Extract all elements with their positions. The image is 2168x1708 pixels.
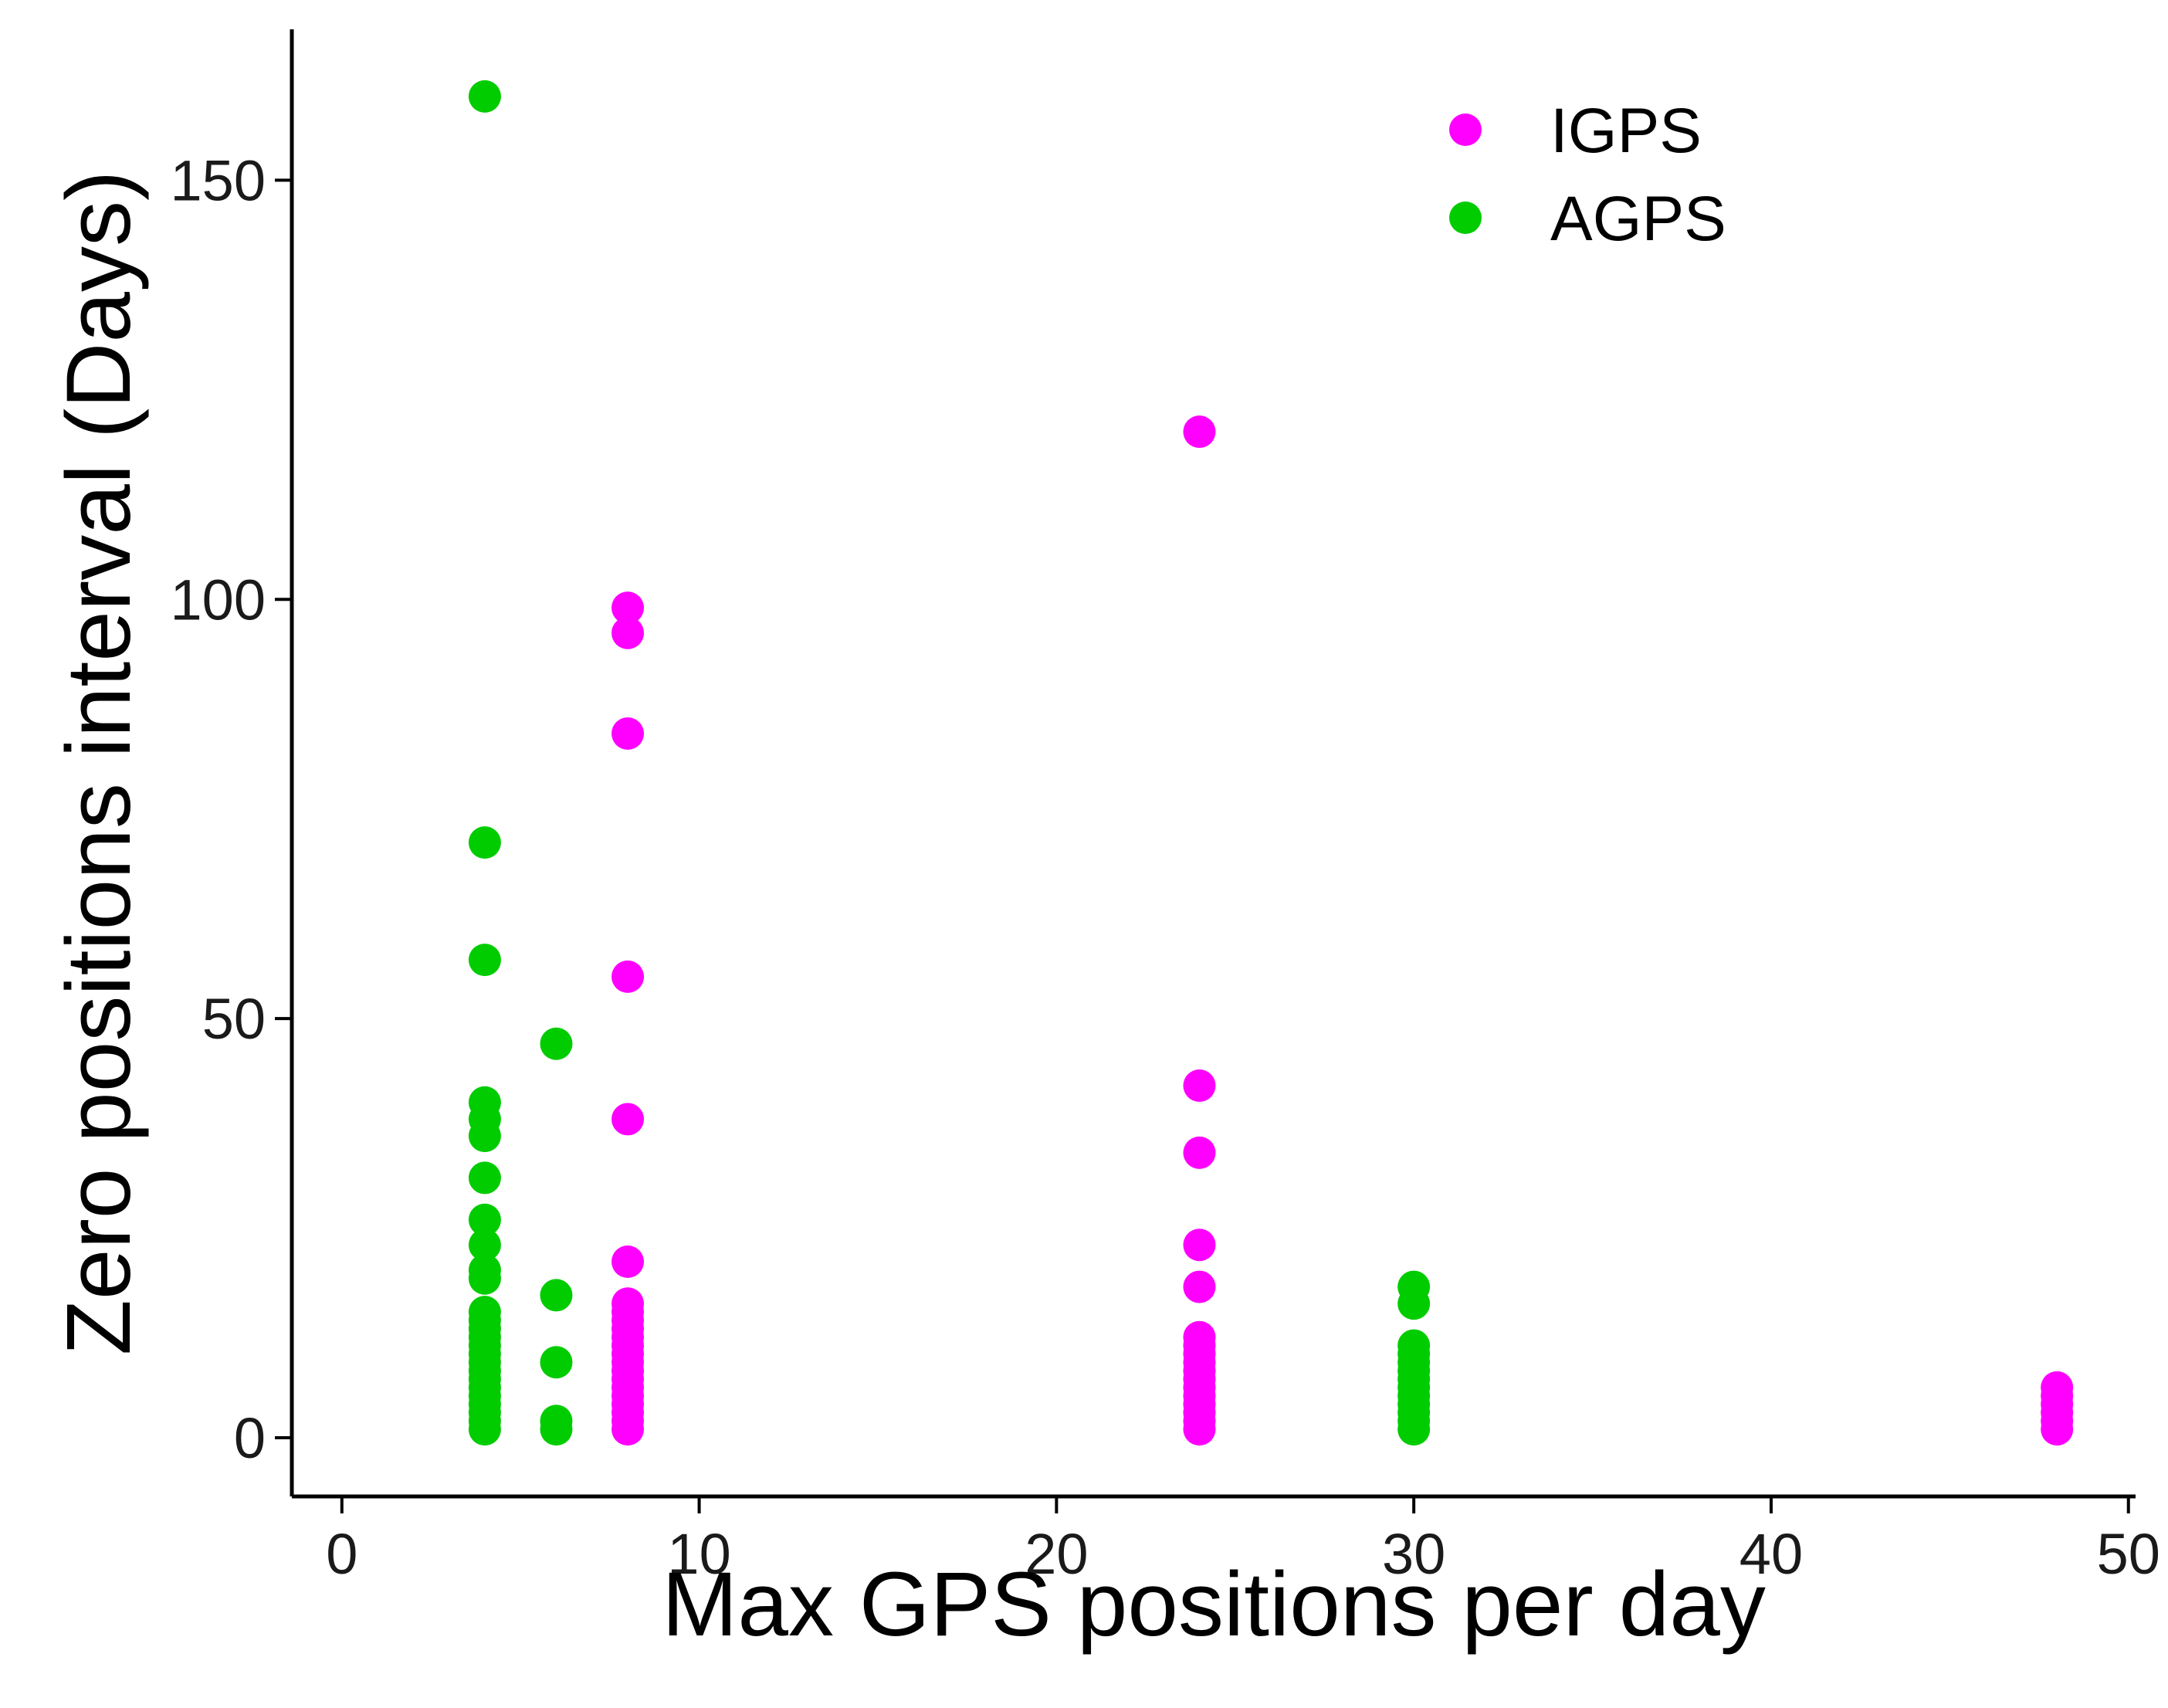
legend-marker-igps [1449, 114, 1482, 146]
x-tick-label: 20 [1025, 1522, 1088, 1586]
point-igps [611, 616, 645, 649]
points-layer [468, 80, 2074, 1446]
point-igps [611, 591, 645, 625]
x-tick-label: 10 [667, 1522, 730, 1586]
point-agps [468, 80, 501, 113]
point-agps [468, 1161, 501, 1195]
point-agps [468, 1120, 501, 1153]
point-agps [468, 826, 501, 859]
point-igps [611, 1413, 645, 1446]
point-igps [1183, 1136, 1216, 1169]
point-igps [1183, 1413, 1216, 1446]
point-igps [1183, 1069, 1216, 1102]
point-igps [1183, 1228, 1216, 1262]
point-igps [611, 1103, 645, 1136]
point-igps [611, 1245, 645, 1278]
legend-marker-agps [1449, 202, 1482, 234]
y-tick-label: 50 [202, 987, 266, 1051]
point-agps [540, 1279, 573, 1312]
point-agps [468, 944, 501, 977]
ticks-layer: 0 10 20 30 40 50 0 50 100 150 [171, 148, 2160, 1586]
point-agps [540, 1413, 573, 1446]
point-agps [1397, 1287, 1431, 1320]
legend-label-igps: IGPS [1550, 96, 1702, 166]
y-axis-title: Zero positions interval (Days) [48, 171, 150, 1356]
y-tick-label: 150 [171, 148, 266, 212]
point-agps [468, 1262, 501, 1295]
point-igps [1183, 1270, 1216, 1303]
x-tick-label: 40 [1739, 1522, 1803, 1586]
legend: IGPS AGPS [1449, 96, 1726, 254]
point-igps [611, 717, 645, 750]
x-tick-label: 0 [326, 1522, 357, 1586]
point-igps [2041, 1413, 2074, 1446]
y-tick-label: 0 [234, 1406, 266, 1470]
point-agps [468, 1203, 501, 1236]
y-tick-label: 100 [171, 568, 266, 632]
point-agps [1397, 1413, 1431, 1446]
point-agps [468, 1413, 501, 1446]
axes-layer [290, 29, 2136, 1499]
x-tick-label: 50 [2097, 1522, 2160, 1586]
x-axis-title: Max GPS positions per day [662, 1554, 1766, 1655]
point-igps [611, 960, 645, 993]
point-agps [540, 1346, 573, 1379]
point-agps [468, 1228, 501, 1262]
point-agps [540, 1027, 573, 1060]
legend-label-agps: AGPS [1550, 184, 1726, 254]
x-tick-label: 30 [1382, 1522, 1445, 1586]
point-igps [1183, 415, 1216, 449]
